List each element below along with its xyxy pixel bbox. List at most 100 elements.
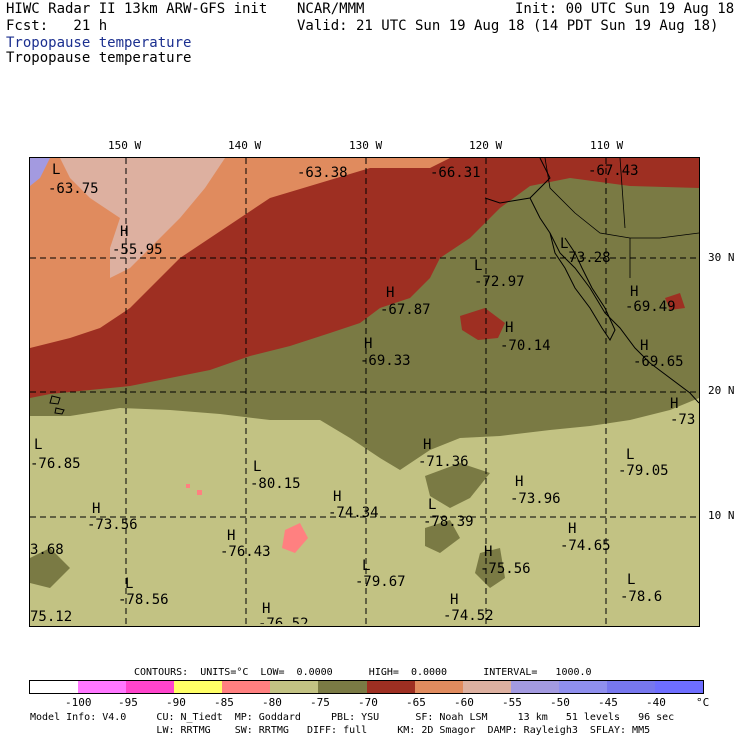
extremum-value: -74.34 (328, 505, 379, 521)
extremum-value: -70.14 (500, 338, 551, 354)
field-name-primary: Tropopause temperature (6, 35, 192, 51)
extremum-marker: H (568, 521, 577, 537)
extremum-marker: H (484, 544, 493, 560)
hawaii-islands (49, 395, 65, 415)
color-scale-bar (29, 680, 704, 694)
scale-tick-label: -55 (502, 696, 522, 709)
extremum-value: -69.49 (625, 299, 676, 315)
lon-label-130w: 130 W (349, 139, 383, 152)
extremum-marker: L (52, 162, 61, 178)
lat-label-20n: 20 N (708, 384, 735, 397)
band-75-80 (30, 398, 699, 626)
scale-tick-label: -75 (310, 696, 330, 709)
color-scale-swatch (462, 681, 511, 693)
scale-tick-label: -100 (65, 696, 92, 709)
extremum-marker: L (474, 258, 483, 274)
scale-tick-label: -45 (598, 696, 618, 709)
scale-unit-label: °C (696, 696, 710, 709)
map-panel (29, 157, 700, 627)
scale-tick-label: -80 (262, 696, 282, 709)
extremum-value: -66.31 (430, 165, 481, 181)
scale-tick-label: -95 (118, 696, 138, 709)
extremum-marker: H (670, 396, 679, 412)
pink-spot-1 (282, 523, 308, 553)
extremum-value: -67.43 (588, 163, 639, 179)
extremum-marker: H (120, 224, 129, 240)
extremum-marker: H (423, 437, 432, 453)
color-scale-swatch (414, 681, 463, 693)
color-scale-swatch (126, 681, 175, 693)
color-scale-swatch (655, 681, 704, 693)
extremum-marker: L (560, 236, 569, 252)
scale-tick-label: -90 (166, 696, 186, 709)
extremum-marker: H (386, 285, 395, 301)
extremum-marker: L (626, 447, 635, 463)
band-50-55 (30, 158, 50, 186)
extremum-value: -74.52 (443, 608, 494, 624)
extremum-value: -73 (670, 412, 696, 428)
extremum-marker: H (364, 336, 373, 352)
lat-label-30n: 30 N (708, 251, 735, 264)
red-blob-far-east (665, 293, 685, 310)
tropopause-temperature-field (30, 158, 699, 626)
extremum-marker: H (640, 338, 649, 354)
org-label: NCAR/MMM (297, 1, 365, 17)
extremum-marker: H (450, 592, 459, 608)
extremum-value: -73.28 (560, 250, 611, 266)
extremum-value: -73.96 (510, 491, 561, 507)
init-time: Init: 00 UTC Sun 19 Aug 18 (515, 1, 735, 17)
extremum-value: -74.65 (560, 538, 611, 554)
olive-patch-4 (475, 548, 505, 588)
olive-patch-2 (425, 520, 460, 553)
scale-tick-label: -85 (214, 696, 234, 709)
lon-label-150w: 150 W (108, 139, 142, 152)
color-scale-swatch (78, 681, 127, 693)
red-blob-east (460, 308, 505, 340)
extremum-value: -69.65 (633, 354, 684, 370)
model-info-line1: Model Info: V4.0 CU: N_Tiedt MP: Goddard… (30, 712, 675, 723)
graticule (30, 158, 699, 626)
color-scale-swatch (366, 681, 415, 693)
extremum-marker: H (262, 601, 271, 617)
model-info-line2: LW: RRTMG SW: RRTMG DIFF: full KM: 2D Sm… (30, 725, 651, 736)
extremum-value: -78.56 (118, 592, 169, 608)
extremum-value: -71.36 (418, 454, 469, 470)
extremum-value: -78.39 (423, 514, 474, 530)
extremum-value: -67.87 (380, 302, 431, 318)
extremum-value: -72.97 (474, 274, 525, 290)
baja-coast (549, 232, 616, 341)
extremum-marker: H (515, 474, 524, 490)
extremum-marker: L (627, 572, 636, 588)
extremum-marker: L (125, 576, 134, 592)
lat-label-10n: 10 N (708, 509, 735, 522)
extremum-marker: H (505, 320, 514, 336)
extremum-marker: H (92, 501, 101, 517)
band-55-60 (60, 158, 225, 278)
lon-label-120w: 120 W (469, 139, 503, 152)
extremum-value: -69.33 (360, 353, 411, 369)
extremum-marker: L (34, 437, 43, 453)
extremum-value: -63.38 (297, 165, 348, 181)
product-title: HIWC Radar II 13km ARW-GFS init (6, 1, 268, 17)
contours-info: CONTOURS: UNITS=°C LOW= 0.0000 HIGH= 0.0… (134, 667, 592, 678)
scale-tick-label: -60 (454, 696, 474, 709)
olive-patch-3 (30, 548, 70, 588)
pink-spot-2 (197, 490, 202, 495)
extremum-value: 3.68 (30, 542, 64, 558)
color-scale-swatch (270, 681, 319, 693)
extremum-value: -79.05 (618, 463, 669, 479)
color-scale-swatch (30, 681, 79, 693)
color-scale-swatch (510, 681, 559, 693)
color-scale-swatch (318, 681, 367, 693)
olive-patch-1 (425, 463, 490, 508)
extremum-marker: L (428, 497, 437, 513)
extremum-marker: H (333, 489, 342, 505)
extremum-marker: L (253, 459, 262, 475)
extremum-marker: H (630, 284, 639, 300)
color-scale-swatch (174, 681, 223, 693)
scale-tick-label: -70 (358, 696, 378, 709)
extremum-value: -75.56 (480, 561, 531, 577)
extremum-marker: L (362, 558, 371, 574)
color-scale-swatch (558, 681, 607, 693)
extremum-value: -76.43 (220, 544, 271, 560)
